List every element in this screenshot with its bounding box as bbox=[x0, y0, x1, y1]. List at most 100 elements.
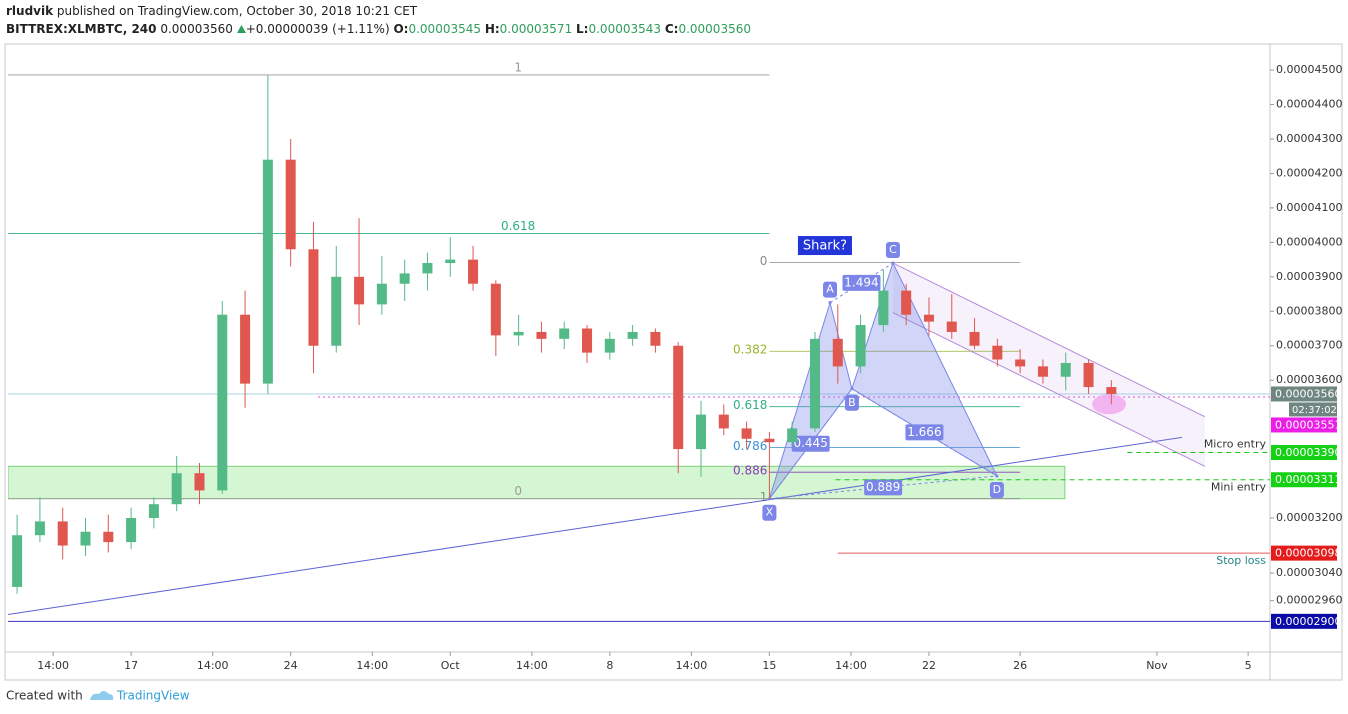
countdown: 02:37:02 bbox=[1292, 405, 1337, 416]
x-tick-label: 14:00 bbox=[197, 659, 229, 672]
point-box bbox=[762, 504, 777, 521]
y-tick-label: 0.00004400 bbox=[1276, 98, 1342, 111]
candle-body bbox=[855, 325, 866, 367]
candle-body bbox=[308, 249, 319, 346]
x-tick-label: Nov bbox=[1146, 659, 1168, 672]
x-tick-label: Oct bbox=[441, 659, 461, 672]
candle-body bbox=[604, 338, 615, 353]
footer-created: Created with bbox=[6, 689, 83, 703]
publish-line: rludvik published on TradingView.com, Oc… bbox=[6, 4, 417, 18]
channel-lower bbox=[892, 312, 1206, 467]
candle-body bbox=[650, 331, 661, 346]
candle-body bbox=[787, 428, 798, 443]
y-tick-label: 0.00003200 bbox=[1276, 511, 1342, 524]
pattern-point bbox=[995, 474, 999, 478]
change: +0.00000039 (+1.11%) bbox=[245, 22, 390, 36]
x-tick-label: 17 bbox=[124, 659, 138, 672]
price-label: 0.00003560 bbox=[1275, 387, 1341, 400]
axes: 0.00004500 0.00004400 0.00004300 0.00004200… bbox=[37, 63, 1342, 672]
pattern-point bbox=[828, 301, 832, 305]
ohlc-value: 0.00003545 bbox=[408, 22, 481, 36]
price-label-box bbox=[1271, 445, 1337, 461]
ohlc: O:0.00003545 H:0.00003571 L:0.00003543 C… bbox=[393, 22, 751, 36]
y-tick-label: 0.00003900 bbox=[1276, 270, 1342, 283]
footer-brand[interactable]: TradingView bbox=[116, 689, 190, 703]
candle-body bbox=[1037, 366, 1048, 377]
level-label: Mini entry bbox=[1211, 481, 1267, 494]
point-box bbox=[823, 281, 838, 298]
point-box bbox=[989, 481, 1004, 498]
candle-body bbox=[878, 290, 889, 326]
up-arrow bbox=[236, 25, 246, 33]
candle-body bbox=[126, 517, 137, 543]
y-tick-label: 0.00003800 bbox=[1276, 304, 1342, 317]
price-label-box bbox=[1271, 613, 1337, 629]
symbol: BITTREX:XLMBTC, 240 bbox=[6, 22, 157, 36]
price-label: 0.00003311 bbox=[1275, 473, 1341, 486]
y-tick-label: 0.00002960 bbox=[1276, 594, 1342, 607]
candle-body bbox=[832, 338, 843, 367]
ratio-label: 1.666 bbox=[907, 425, 941, 439]
level-label: Micro entry bbox=[1204, 438, 1267, 451]
candle-body bbox=[262, 159, 273, 384]
pattern-point bbox=[850, 387, 854, 391]
logo-cloud bbox=[90, 691, 114, 700]
candle-body bbox=[536, 331, 547, 339]
y-tick-label: 0.00004100 bbox=[1276, 201, 1342, 214]
candle-body bbox=[809, 338, 820, 429]
candle-body bbox=[718, 414, 729, 429]
candle-body bbox=[901, 290, 912, 315]
ohlc-key: L: bbox=[576, 22, 589, 36]
pattern-name: Shark? bbox=[803, 239, 847, 254]
level-label: Stop loss bbox=[1216, 554, 1266, 567]
candle-body bbox=[103, 531, 114, 543]
candle-body bbox=[331, 276, 342, 346]
ohlc-key: H: bbox=[484, 22, 500, 36]
candle-body bbox=[12, 535, 23, 587]
candle-body bbox=[946, 321, 957, 332]
countdown-box bbox=[1289, 402, 1337, 417]
ohlc-value: 0.00003571 bbox=[499, 22, 573, 36]
candle-body bbox=[1015, 359, 1026, 367]
price-label: 0.00003098 bbox=[1275, 547, 1341, 560]
channel-fill bbox=[892, 263, 1205, 467]
fib-label: 0.382 bbox=[733, 343, 767, 357]
y-tick-label: 0.00004300 bbox=[1276, 132, 1342, 145]
fib-label: 0.786 bbox=[733, 439, 767, 453]
highlight bbox=[1092, 394, 1127, 415]
x-tick-label: 14:00 bbox=[835, 659, 867, 672]
candle-body bbox=[285, 159, 296, 250]
logo bbox=[90, 691, 114, 700]
trendline bbox=[8, 436, 1183, 615]
fib-label: 0.886 bbox=[733, 464, 767, 478]
candle-body bbox=[240, 314, 251, 384]
point-label: X bbox=[766, 506, 774, 519]
x-tick-label: 8 bbox=[606, 659, 613, 672]
price-label-box bbox=[1271, 417, 1337, 433]
x-tick-label: 14:00 bbox=[37, 659, 69, 672]
point-box bbox=[844, 394, 859, 411]
candle-body bbox=[217, 314, 228, 491]
candle-body bbox=[57, 521, 68, 546]
candle-body bbox=[445, 259, 456, 264]
y-tick-label: 0.00003600 bbox=[1276, 373, 1342, 386]
price-label: 0.00003390 bbox=[1275, 446, 1341, 459]
candle-body bbox=[969, 331, 980, 346]
plot-area: 1 0.618 0 0 0.382 0.618 0.786 0.886 1 0.445 1.494 1… bbox=[8, 60, 1270, 622]
candle-body bbox=[148, 504, 159, 518]
point-label: A bbox=[826, 283, 834, 296]
candle-body bbox=[513, 331, 524, 336]
candle-body bbox=[376, 283, 387, 305]
ohlc-key: O: bbox=[393, 22, 409, 36]
candle-body bbox=[992, 345, 1003, 360]
price-label: 0.00002900 bbox=[1275, 615, 1341, 628]
pattern-point bbox=[891, 261, 895, 265]
y-tick-label: 0.00004200 bbox=[1276, 166, 1342, 179]
candle-body bbox=[194, 473, 205, 491]
candle-body bbox=[673, 345, 684, 450]
fib-label: 0 bbox=[760, 254, 768, 268]
publisher[interactable]: rludvik bbox=[6, 4, 54, 18]
frame bbox=[4, 43, 1343, 681]
